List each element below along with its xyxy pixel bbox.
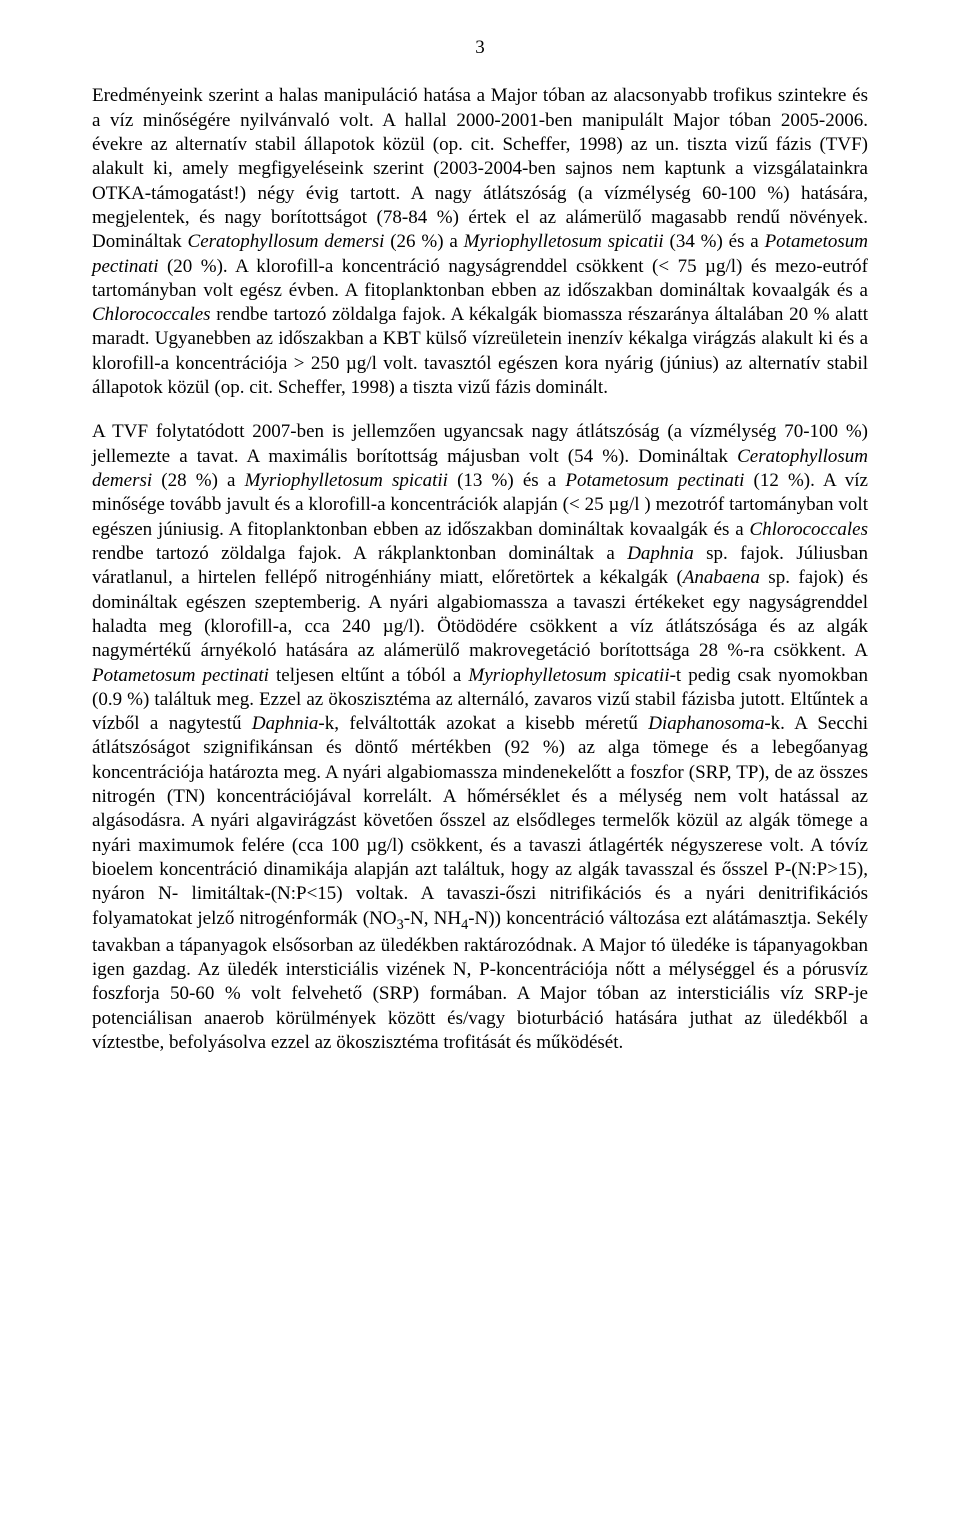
page-number: 3 xyxy=(92,36,868,60)
paragraph-2: A TVF folytatódott 2007-ben is jellemzőe… xyxy=(92,420,868,1055)
paragraph-1: Eredményeink szerint a halas manipuláció… xyxy=(92,84,868,400)
document-page: 3 Eredményeink szerint a halas manipulác… xyxy=(0,0,960,1528)
